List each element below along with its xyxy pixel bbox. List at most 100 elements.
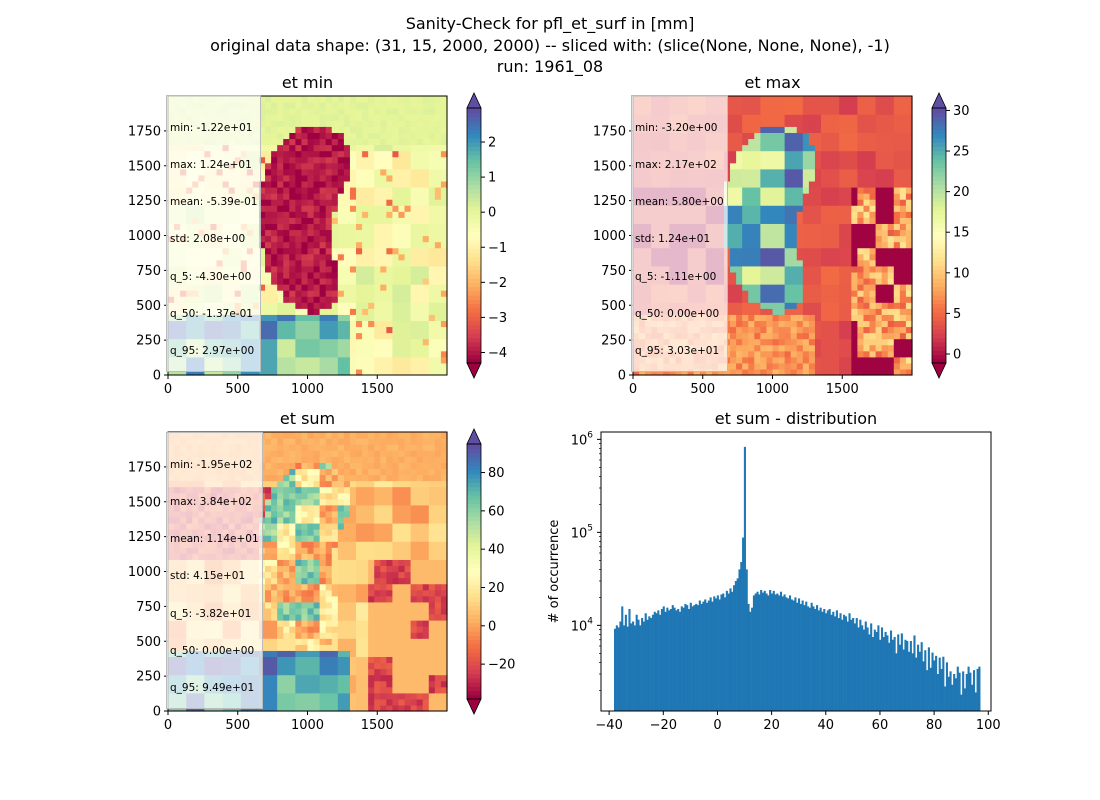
heatmap-cell: [422, 235, 430, 243]
heatmap-cell: [258, 114, 266, 121]
heatmap-cell: [802, 368, 810, 376]
heatmap-cell: [356, 362, 363, 370]
heatmap-cell: [325, 144, 333, 152]
heatmap-cell: [760, 217, 768, 224]
heatmap-cell: [754, 284, 761, 291]
heatmap-cell: [772, 314, 780, 322]
heatmap-cell: [766, 102, 774, 109]
heatmap-cell: [839, 193, 846, 200]
heatmap-cell: [398, 150, 406, 158]
heatmap-cell: [790, 132, 798, 140]
heatmap-cell: [440, 205, 448, 212]
heatmap-cell: [313, 235, 321, 243]
heatmap-cell: [440, 126, 448, 133]
heatmap-cell: [337, 368, 345, 376]
heatmap-cell: [833, 265, 840, 273]
heatmap-cell: [428, 144, 436, 152]
heatmap-cell: [754, 241, 761, 249]
heatmap-cell: [422, 350, 430, 358]
heatmap-cell: [301, 265, 309, 273]
heatmap-cell: [863, 308, 871, 315]
heatmap-cell: [422, 277, 430, 285]
heatmap-cell: [410, 314, 418, 322]
heatmap-cell: [772, 338, 780, 346]
heatmap-cell: [368, 150, 375, 158]
heatmap-cell: [730, 259, 737, 267]
heatmap-cell: [869, 96, 877, 103]
heatmap-cell: [808, 259, 816, 267]
heatmap-cell: [893, 259, 901, 267]
heatmap-cell: [368, 356, 375, 364]
heatmap-cell: [368, 326, 375, 334]
colorbar-segment: [467, 193, 481, 198]
heatmap-cell: [301, 302, 309, 309]
heatmap-cell: [742, 229, 749, 237]
heatmap-cell: [434, 320, 442, 328]
heatmap-cell: [760, 229, 768, 237]
heatmap-cell: [283, 296, 290, 303]
heatmap-cell: [380, 338, 387, 346]
heatmap-cell: [905, 326, 913, 334]
heatmap-cell: [428, 186, 436, 194]
heatmap-cell: [416, 271, 424, 279]
heatmap-cell: [343, 338, 351, 346]
heatmap-cell: [760, 332, 768, 340]
heatmap-cell: [760, 247, 768, 255]
heatmap-cell: [349, 284, 357, 291]
heatmap-cell: [368, 235, 375, 243]
heatmap-cell: [416, 174, 424, 182]
heatmap-cell: [319, 350, 327, 358]
heatmap-cell: [851, 120, 859, 127]
heatmap-cell: [851, 302, 859, 309]
heatmap-cell: [742, 362, 749, 370]
heatmap-cell: [833, 150, 840, 158]
heatmap-cell: [881, 211, 889, 218]
heatmap-cell: [434, 223, 442, 231]
heatmap-cell: [778, 344, 786, 352]
heatmap-cell: [356, 162, 363, 170]
heatmap-cell: [289, 247, 296, 255]
heatmap-cell: [313, 247, 321, 255]
heatmap-cell: [857, 344, 865, 352]
heatmap-cell: [796, 138, 804, 146]
heatmap-cell: [839, 356, 846, 364]
heatmap-cell: [392, 314, 400, 322]
heatmap-cell: [790, 144, 798, 152]
heatmap-cell: [289, 186, 296, 194]
heatmap-cell: [845, 108, 852, 115]
heatmap-cell: [271, 229, 278, 237]
heatmap-cell: [736, 156, 743, 164]
heatmap-cell: [331, 199, 339, 206]
heatmap-cell: [760, 314, 768, 322]
heatmap-cell: [368, 265, 375, 273]
heatmap-cell: [392, 186, 400, 194]
heatmap-cell: [325, 290, 333, 297]
heatmap-cell: [277, 271, 284, 279]
heatmap-cell: [313, 108, 321, 115]
colorbar-frame: [466, 107, 482, 364]
heatmap-cell: [374, 320, 381, 328]
y-tick-label: 500: [136, 299, 161, 314]
heatmap-cell: [899, 144, 907, 152]
heatmap-cell: [760, 265, 768, 273]
heatmap-cell: [778, 150, 786, 158]
heatmap-cell: [325, 174, 333, 182]
heatmap-cell: [313, 186, 321, 194]
heatmap-cell: [386, 150, 394, 158]
heatmap-cell: [258, 235, 266, 243]
heatmap-cell: [899, 114, 907, 121]
heatmap-cell: [833, 114, 840, 121]
heatmap-cell: [392, 259, 400, 267]
heatmap-cell: [881, 193, 889, 200]
heatmap-cell: [331, 308, 339, 315]
heatmap-cell: [899, 265, 907, 273]
colorbar-segment: [467, 358, 481, 364]
heatmap-cell: [410, 308, 418, 315]
heatmap-cell: [875, 199, 883, 206]
heatmap-cell: [742, 156, 749, 164]
heatmap-cell: [730, 320, 737, 328]
heatmap-cell: [416, 217, 424, 224]
heatmap-cell: [362, 344, 369, 352]
heatmap-cell: [875, 180, 883, 188]
heatmap-cell: [428, 259, 436, 267]
